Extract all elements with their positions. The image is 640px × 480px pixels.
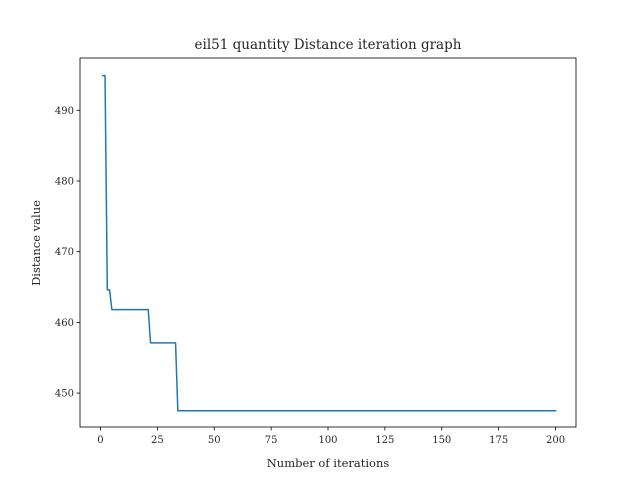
y-tick-label: 460 (55, 318, 74, 329)
y-tick-label: 480 (55, 177, 74, 188)
x-tick-label: 100 (318, 435, 337, 446)
y-axis-label: Distance value (29, 200, 43, 286)
x-tick-label: 75 (265, 435, 278, 446)
series-line (102, 74, 557, 412)
y-tick-label: 490 (55, 106, 74, 117)
plot-area (102, 74, 557, 412)
axis-ticks: 0 25 50 75 100 125 150 175 200 450 460 470 480 490 (55, 106, 565, 446)
chart-title: eil51 quantity Distance iteration graph (195, 37, 462, 53)
y-tick-label: 470 (55, 247, 74, 258)
x-axis-label: Number of iterations (267, 456, 390, 470)
plot-frame (79, 57, 577, 428)
y-tick-label: 450 (55, 389, 74, 400)
x-tick-label: 25 (151, 435, 164, 446)
x-tick-label: 150 (432, 435, 451, 446)
x-tick-label: 50 (208, 435, 221, 446)
x-tick-label: 175 (489, 435, 508, 446)
x-tick-label: 0 (97, 435, 103, 446)
x-tick-label: 125 (375, 435, 394, 446)
x-tick-label: 200 (546, 435, 565, 446)
